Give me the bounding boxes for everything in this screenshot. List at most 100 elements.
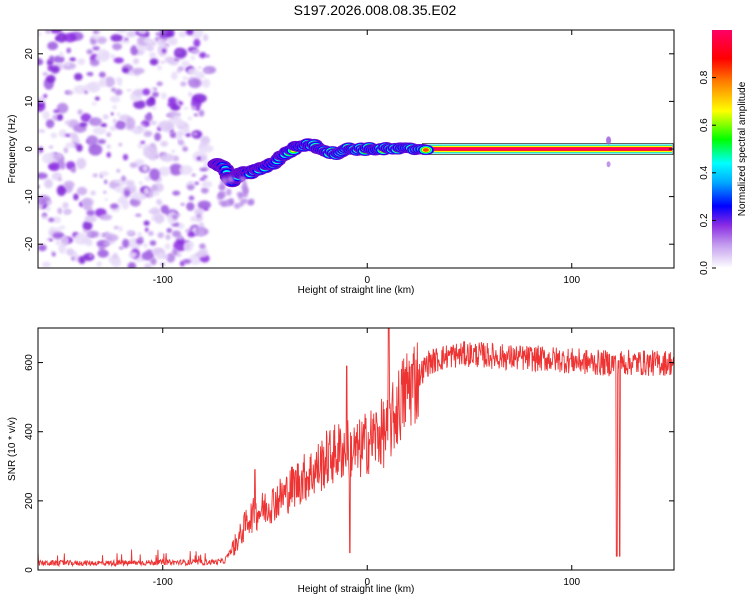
noise-blob	[76, 143, 83, 152]
noise-blob	[133, 99, 146, 109]
colorbar-label: Normalized spectral amplitude	[737, 81, 748, 216]
noise-blob	[76, 157, 87, 170]
noise-blob	[199, 177, 206, 181]
noise-blob	[138, 181, 143, 185]
noise-blob	[202, 33, 209, 42]
noise-blob	[116, 168, 121, 173]
noise-blob	[137, 232, 143, 238]
noise-blob	[200, 155, 207, 162]
noise-blob	[165, 234, 171, 240]
noise-blob	[147, 230, 154, 236]
noise-blob	[65, 61, 70, 67]
noise-blob	[159, 30, 169, 35]
noise-blob	[124, 40, 131, 44]
noise-blob	[51, 65, 60, 74]
noise-blob	[240, 192, 248, 198]
noise-blob	[140, 140, 146, 144]
noise-blob	[55, 240, 62, 246]
noise-blob	[122, 67, 129, 73]
noise-blob	[103, 190, 107, 194]
noise-blob	[44, 178, 53, 189]
snr-panel: -100 0 100 0 200 400 600 Height of straight l…	[7, 327, 675, 595]
noise-blob	[121, 199, 130, 210]
colorbar-tick-label: 0.0	[699, 261, 710, 275]
noise-blob	[185, 132, 191, 137]
noise-blob	[199, 243, 206, 250]
noise-blob	[73, 193, 79, 201]
noise-blob	[38, 57, 43, 66]
noise-blob	[80, 113, 92, 123]
noise-blob	[116, 112, 121, 117]
noise-blob	[187, 67, 199, 76]
noise-blob	[63, 62, 76, 70]
noise-blob	[86, 135, 99, 145]
noise-blob	[157, 252, 166, 260]
noise-blob	[94, 96, 100, 101]
noise-blob	[97, 249, 109, 258]
spectrogram-noise	[38, 30, 217, 268]
noise-blob	[202, 175, 208, 179]
noise-blob	[51, 252, 56, 257]
noise-blob	[86, 209, 96, 216]
noise-blob	[63, 209, 70, 216]
noise-blob	[48, 162, 61, 171]
noise-blob	[130, 45, 138, 56]
noise-blob	[129, 184, 137, 194]
noise-blob	[180, 81, 187, 87]
noise-blob	[92, 46, 100, 51]
noise-blob	[188, 92, 192, 97]
noise-blob	[62, 201, 69, 209]
noise-blob	[172, 190, 181, 196]
noise-blob	[143, 146, 158, 159]
noise-blob	[49, 237, 53, 242]
noise-blob	[156, 199, 163, 206]
noise-blob	[65, 142, 77, 148]
noise-blob	[222, 177, 228, 185]
noise-blob	[112, 43, 123, 51]
noise-blob	[38, 172, 48, 180]
noise-blob	[154, 132, 162, 142]
noise-blob	[199, 52, 207, 59]
noise-blob	[158, 166, 171, 177]
noise-blob	[45, 238, 51, 241]
noise-blob	[239, 176, 246, 182]
noise-blob	[63, 147, 69, 154]
noise-blob	[126, 30, 137, 38]
noise-blob	[53, 55, 65, 64]
noise-blob	[149, 120, 158, 125]
noise-blob	[181, 60, 190, 68]
noise-blob	[106, 132, 112, 138]
noise-blob	[172, 214, 178, 220]
noise-blob	[186, 202, 195, 211]
noise-blob	[144, 227, 149, 232]
noise-blob	[38, 152, 41, 156]
snr-series-line	[38, 328, 674, 568]
noise-blob	[203, 207, 209, 211]
noise-blob	[200, 187, 209, 194]
noise-blob	[59, 187, 64, 192]
noise-blob	[100, 123, 108, 128]
noise-blob	[144, 130, 153, 137]
noise-blob	[64, 120, 70, 125]
noise-blob	[51, 173, 60, 181]
noise-blob	[74, 232, 89, 245]
noise-blob	[194, 208, 204, 217]
noise-blob	[182, 146, 189, 152]
noise-blob	[118, 246, 124, 250]
noise-blob	[42, 72, 48, 76]
noise-blob	[241, 184, 248, 191]
noise-blob	[97, 49, 110, 62]
noise-blob	[185, 30, 194, 36]
noise-blob	[166, 228, 173, 234]
noise-blob	[201, 180, 213, 188]
noise-blob	[182, 258, 192, 264]
noise-blob	[124, 189, 130, 198]
noise-blob	[73, 73, 83, 81]
noise-blob	[92, 127, 107, 135]
colorbar-tick-label: 0.6	[699, 118, 710, 132]
noise-blob	[110, 53, 115, 59]
noise-blob	[106, 144, 111, 149]
noise-blob	[155, 31, 161, 37]
noise-blob	[52, 232, 65, 239]
noise-blob	[114, 89, 123, 96]
